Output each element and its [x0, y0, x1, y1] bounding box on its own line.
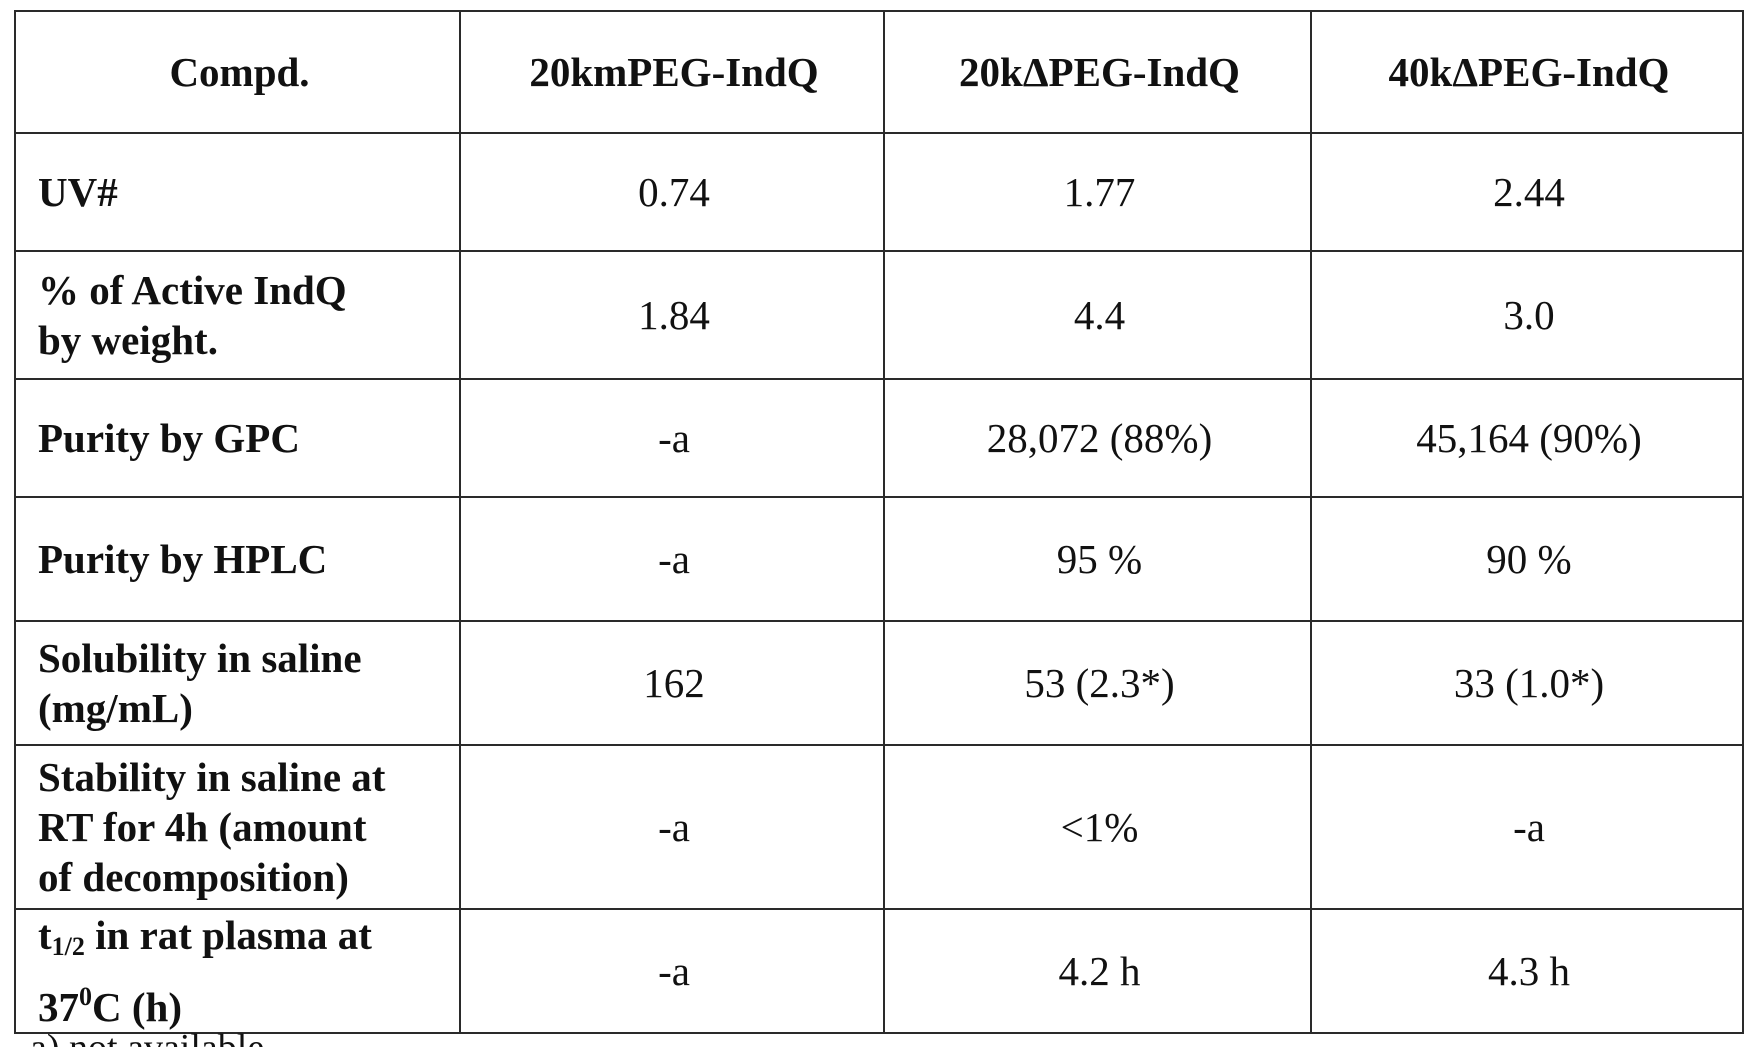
header-40kdpeg: 40kΔPEG-IndQ — [1310, 10, 1744, 134]
row-label-active: % of Active IndQ by weight. — [14, 250, 461, 380]
footnote: a) not available — [30, 1028, 264, 1047]
table-cell: -a — [459, 908, 885, 1034]
table-cell: 0.74 — [459, 132, 885, 252]
table-cell: <1% — [883, 744, 1312, 910]
row-label-half-life: t1/2 in rat plasma at 370C (h) — [14, 908, 461, 1034]
row-label-line: Solubility in saline — [38, 635, 362, 681]
table-cell: 90 % — [1310, 496, 1744, 622]
table-cell: 53 (2.3*) — [883, 620, 1312, 746]
row-label-line: RT for 4h (amount — [38, 804, 367, 850]
row-label-line: Stability in saline at — [38, 754, 386, 800]
table-cell: 3.0 — [1310, 250, 1744, 380]
header-20kdpeg: 20kΔPEG-IndQ — [883, 10, 1312, 134]
table-row: t1/2 in rat plasma at 370C (h) -a 4.2 h … — [14, 908, 1744, 1034]
table-row: Purity by GPC -a 28,072 (88%) 45,164 (90… — [14, 378, 1744, 498]
table-cell: 4.2 h — [883, 908, 1312, 1034]
header-compound: Compd. — [14, 10, 461, 134]
row-label-superscript: 0 — [79, 982, 92, 1011]
table-row: Stability in saline at RT for 4h (amount… — [14, 744, 1744, 910]
table-cell: 1.77 — [883, 132, 1312, 252]
row-label-part: 37 — [38, 984, 79, 1030]
row-label-line: (mg/mL) — [38, 685, 193, 731]
row-label-stability: Stability in saline at RT for 4h (amount… — [14, 744, 461, 910]
row-label-line: % of Active IndQ — [38, 267, 347, 313]
row-label-uv: UV# — [14, 132, 461, 252]
table-cell: -a — [459, 378, 885, 498]
row-label-part: in rat plasma at — [84, 912, 372, 958]
row-label-subscript: 1/2 — [51, 932, 85, 961]
row-label-part: t — [38, 912, 52, 958]
table-row: Purity by HPLC -a 95 % 90 % — [14, 496, 1744, 622]
row-label-line: by weight. — [38, 317, 218, 363]
table-cell: -a — [459, 496, 885, 622]
table-cell: 4.4 — [883, 250, 1312, 380]
table-cell: -a — [1310, 744, 1744, 910]
properties-table: Compd. 20kmPEG-IndQ 20kΔPEG-IndQ 40kΔPEG… — [14, 10, 1744, 1034]
row-label-solubility: Solubility in saline (mg/mL) — [14, 620, 461, 746]
row-label-gpc: Purity by GPC — [14, 378, 461, 498]
table-row: UV# 0.74 1.77 2.44 — [14, 132, 1744, 252]
table-cell: 95 % — [883, 496, 1312, 622]
table-cell: 4.3 h — [1310, 908, 1744, 1034]
row-label-line: of decomposition) — [38, 854, 349, 900]
table-cell: 45,164 (90%) — [1310, 378, 1744, 498]
header-row: Compd. 20kmPEG-IndQ 20kΔPEG-IndQ 40kΔPEG… — [14, 10, 1744, 134]
table-cell: 1.84 — [459, 250, 885, 380]
table-cell: 162 — [459, 620, 885, 746]
table-cell: 2.44 — [1310, 132, 1744, 252]
row-label-part: C (h) — [92, 984, 182, 1030]
table-cell: 33 (1.0*) — [1310, 620, 1744, 746]
table-row: Solubility in saline (mg/mL) 162 53 (2.3… — [14, 620, 1744, 746]
row-label-hplc: Purity by HPLC — [14, 496, 461, 622]
header-20kmpeg: 20kmPEG-IndQ — [459, 10, 885, 134]
table-row: % of Active IndQ by weight. 1.84 4.4 3.0 — [14, 250, 1744, 380]
table-cell: -a — [459, 744, 885, 910]
table-cell: 28,072 (88%) — [883, 378, 1312, 498]
